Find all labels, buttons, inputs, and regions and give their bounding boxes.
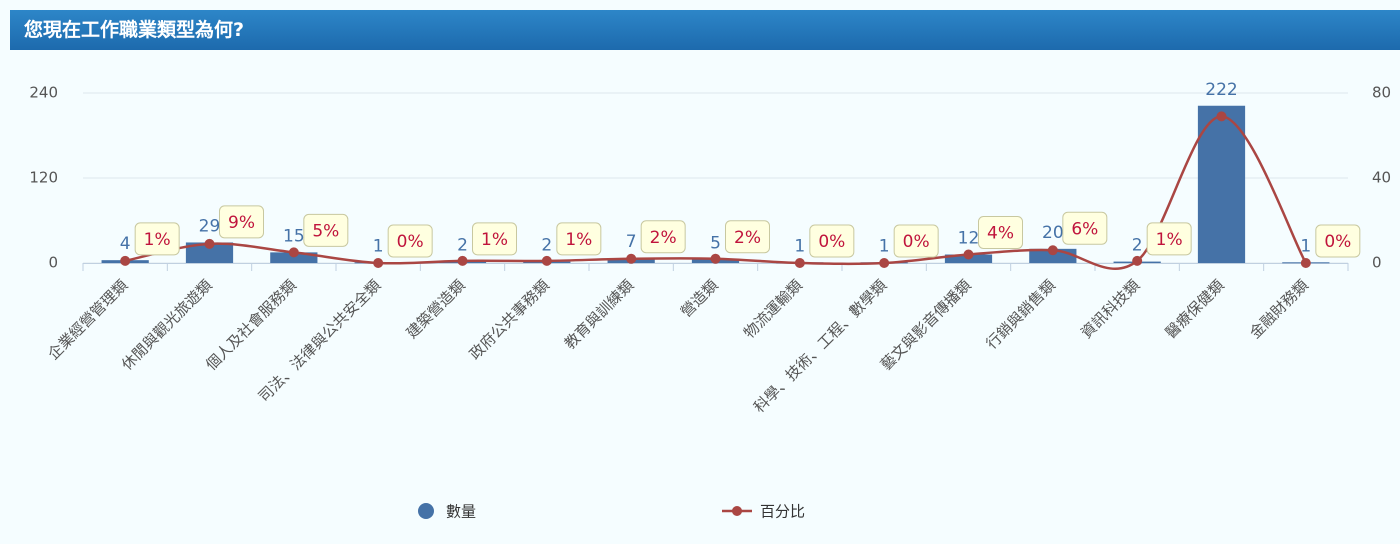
line-label: 5%: [312, 221, 339, 241]
label-box: [640, 220, 686, 254]
bar-label: 2: [541, 236, 552, 256]
label-box: [725, 220, 770, 254]
x-tick-label: 個人及社會服務類: [202, 276, 300, 374]
label-box: [472, 222, 517, 256]
bar-label: 1: [879, 236, 890, 256]
bar-label: 20: [1042, 223, 1064, 243]
bar-label: 29: [199, 216, 221, 236]
label-box: [556, 222, 602, 256]
line-point: [204, 238, 215, 249]
line-label: 1%: [1156, 230, 1183, 250]
label-box: [134, 222, 180, 256]
x-tick-label: 行銷與銷售類: [982, 276, 1058, 352]
legend-marker: [418, 503, 434, 519]
line-point: [794, 258, 805, 268]
legend-label: 數量: [446, 503, 476, 521]
y-tick-label: 240: [29, 84, 58, 102]
bar-label: 1: [373, 236, 384, 256]
line-label: 0%: [397, 232, 424, 252]
line-point: [626, 253, 637, 264]
line-label: 0%: [818, 232, 845, 252]
line-label: 1%: [144, 230, 171, 250]
y-tick-label: 120: [29, 169, 58, 187]
bar-label: 1: [1300, 236, 1311, 256]
bar: [185, 242, 234, 263]
x-tick-label: 教育與訓練類: [561, 276, 637, 352]
line-label: 6%: [1071, 219, 1098, 239]
x-tick-label: 營造類: [677, 276, 722, 321]
bar-label: 2: [457, 236, 468, 256]
label-box: [1146, 222, 1192, 256]
line-label: 0%: [903, 232, 930, 252]
bar-label: 1: [794, 236, 805, 256]
label-box: [303, 213, 349, 247]
line-point: [963, 249, 974, 260]
label-box: [893, 224, 939, 258]
bar-label: 2: [1132, 236, 1143, 256]
line-point: [879, 258, 890, 268]
y2-tick-label: 80: [1372, 84, 1391, 102]
legend-label: 百分比: [760, 503, 805, 521]
label-box: [219, 205, 264, 239]
y-tick-label: 0: [48, 254, 58, 272]
x-tick-label: 政府公共事務類: [466, 276, 553, 363]
line-point: [1216, 111, 1227, 122]
line-point: [1047, 245, 1058, 256]
bar-label: 7: [626, 232, 637, 252]
bar-label: 5: [710, 233, 721, 253]
bar-label: 15: [283, 226, 305, 246]
line-point: [1132, 255, 1143, 266]
bar-label: 4: [120, 234, 131, 254]
line-label: 4%: [987, 224, 1014, 244]
line-point: [457, 255, 468, 266]
x-tick-label: 企業經營管理類: [44, 276, 131, 363]
x-tick-label: 藝文與影音傳播類: [877, 276, 975, 374]
label-box: [809, 224, 855, 258]
line: [124, 115, 1307, 271]
line-point: [120, 255, 131, 266]
label-box: [1062, 211, 1108, 245]
x-tick-label: 物流運輸類: [740, 276, 806, 342]
x-tick-label: 休閒與觀光旅遊類: [118, 276, 216, 374]
bar-label: 222: [1205, 80, 1237, 100]
x-tick-label: 建築營造類: [403, 276, 469, 342]
line-label: 9%: [228, 213, 255, 233]
line-label: 2%: [734, 228, 761, 248]
label-box: [978, 216, 1023, 249]
line-point: [373, 258, 384, 268]
line-point: [710, 253, 721, 264]
bar: [1197, 105, 1246, 263]
line-label: 0%: [1324, 232, 1351, 252]
bar-label: 12: [958, 229, 980, 249]
x-tick-label: 資訊科技類: [1077, 276, 1143, 342]
x-tick-label: 金融財務類: [1246, 276, 1312, 342]
x-tick-label: 醫療保健類: [1162, 276, 1228, 342]
y2-tick-label: 0: [1372, 254, 1382, 272]
line-point: [288, 247, 299, 258]
bar: [270, 252, 318, 263]
line-label: 1%: [481, 230, 508, 250]
line-point: [1300, 258, 1311, 268]
line-point: [541, 255, 552, 266]
legend-marker: [732, 506, 742, 516]
y2-tick-label: 40: [1372, 169, 1391, 187]
line-label: 2%: [650, 228, 677, 248]
panel-title: 您現在工作職業類型為何?: [10, 10, 1400, 50]
label-box: [1315, 224, 1361, 258]
label-box: [387, 224, 433, 258]
line-label: 1%: [565, 230, 592, 250]
